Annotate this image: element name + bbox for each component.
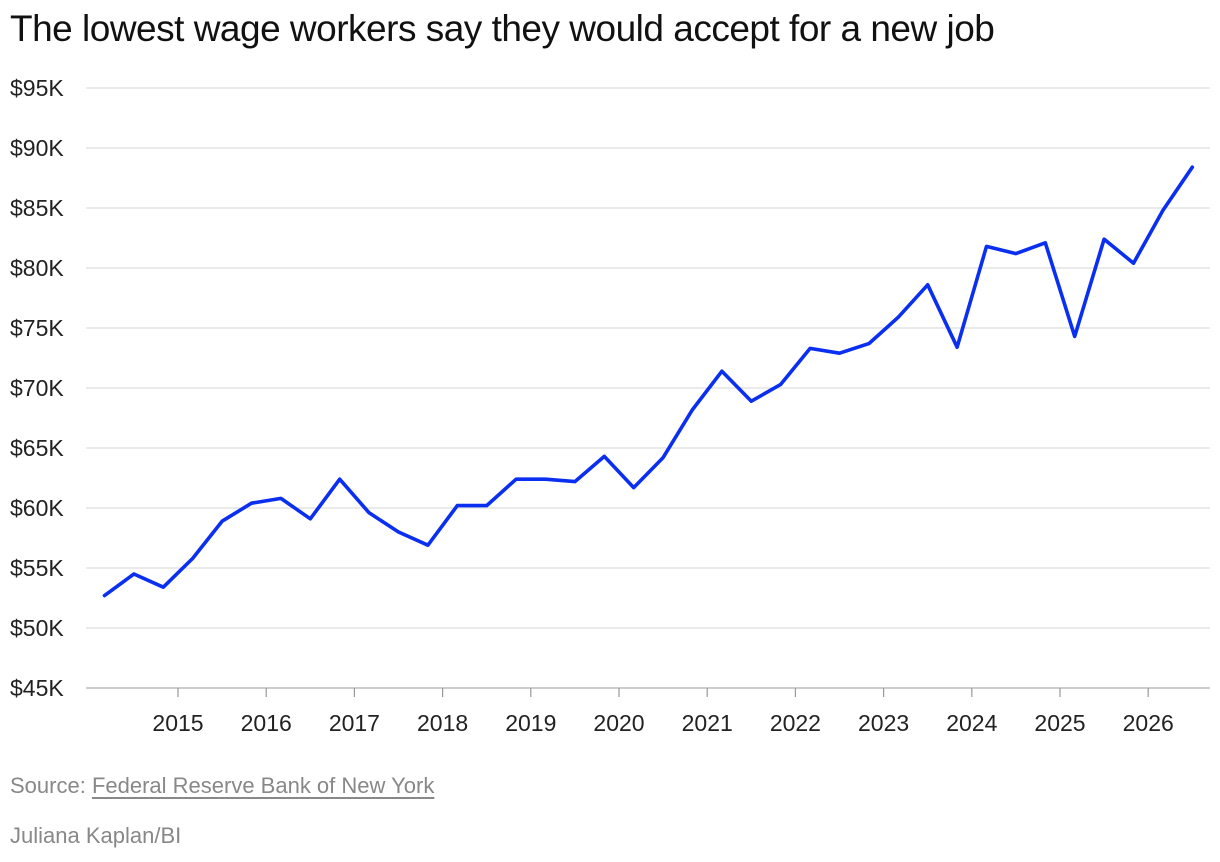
y-tick-label: $50K xyxy=(10,615,64,641)
x-tick-label: 2026 xyxy=(1123,710,1174,736)
y-tick-label: $60K xyxy=(10,495,64,521)
y-tick-label: $75K xyxy=(10,315,64,341)
x-tick-label: 2016 xyxy=(241,710,292,736)
y-tick-label: $95K xyxy=(10,75,64,101)
x-tick-label: 2025 xyxy=(1034,710,1085,736)
x-tick-label: 2018 xyxy=(417,710,468,736)
x-tick-label: 2024 xyxy=(946,710,997,736)
series-line xyxy=(102,165,1195,598)
y-tick-label: $45K xyxy=(10,675,64,701)
series-layer xyxy=(102,165,1195,598)
source-link[interactable]: Federal Reserve Bank of New York xyxy=(91,773,435,798)
x-tick-label: 2015 xyxy=(152,710,203,736)
gridlines xyxy=(86,87,1210,689)
x-tick-label: 2019 xyxy=(505,710,556,736)
y-tick-label: $80K xyxy=(10,255,64,281)
source-note: Source: Federal Reserve Bank of New York xyxy=(10,773,434,799)
author-credit: Juliana Kaplan/BI xyxy=(10,823,182,848)
y-axis-tick-labels: $45K $50K $55K $60K $65K $70K $75K $80K $85K $90K… xyxy=(10,75,64,701)
source-prefix: Source: xyxy=(10,773,92,798)
x-tick-label: 2017 xyxy=(329,710,380,736)
chart-title: The lowest wage workers say they would a… xyxy=(10,8,995,49)
x-tick-label: 2021 xyxy=(682,710,733,736)
y-tick-label: $90K xyxy=(10,135,64,161)
x-tick-label: 2020 xyxy=(593,710,644,736)
y-tick-label: $55K xyxy=(10,555,64,581)
y-tick-label: $85K xyxy=(10,195,64,221)
x-axis: 2015 2016 2017 2018 2019 2020 2021 2022 2023 2024… xyxy=(152,688,1174,736)
x-tick-label: 2022 xyxy=(770,710,821,736)
y-tick-label: $70K xyxy=(10,375,64,401)
x-tick-label: 2023 xyxy=(858,710,909,736)
y-tick-label: $65K xyxy=(10,435,64,461)
